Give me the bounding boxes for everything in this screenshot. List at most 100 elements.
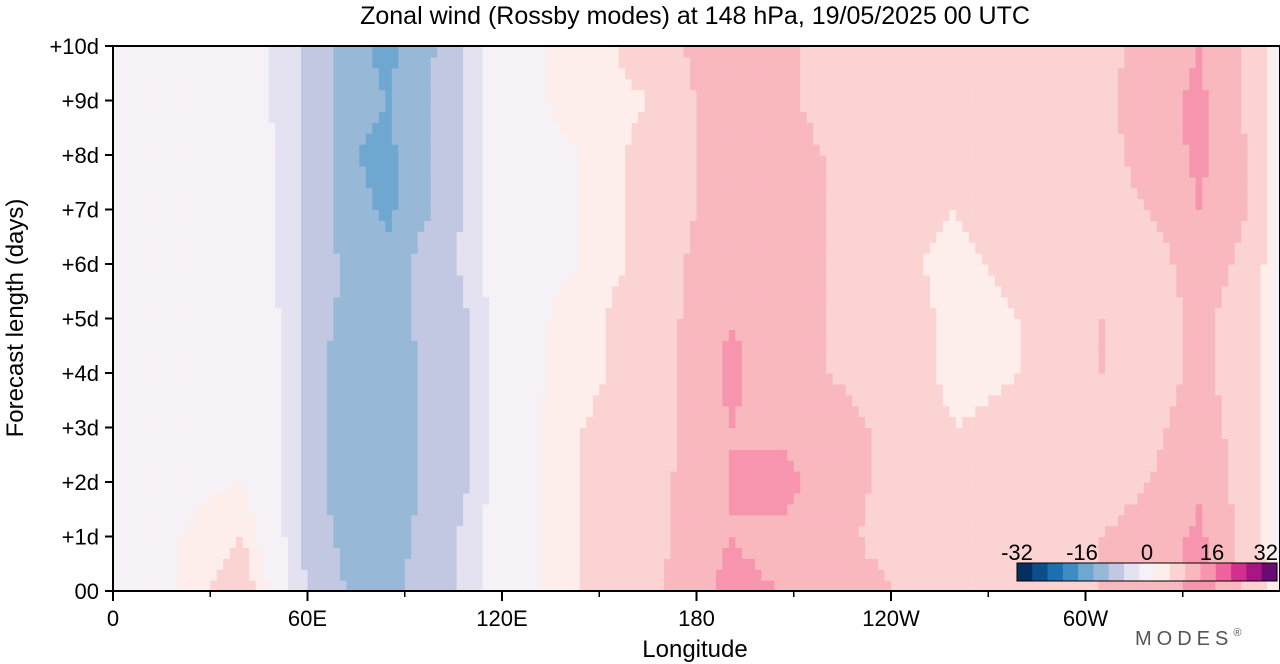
heatmap-cell xyxy=(1046,362,1054,374)
heatmap-cell xyxy=(417,547,425,559)
heatmap-cell xyxy=(644,482,652,494)
heatmap-cell xyxy=(910,460,918,472)
heatmap-cell xyxy=(203,285,211,298)
heatmap-cell xyxy=(216,547,224,559)
heatmap-cell xyxy=(495,525,503,538)
heatmap-cell xyxy=(125,482,134,494)
heatmap-cell xyxy=(1273,492,1280,505)
heatmap-cell xyxy=(125,438,134,450)
heatmap-cell xyxy=(787,362,795,374)
heatmap-cell xyxy=(404,438,412,450)
heatmap-cell xyxy=(897,307,905,320)
heatmap-cell xyxy=(249,296,257,309)
heatmap-cell xyxy=(722,536,730,548)
heatmap-cell xyxy=(929,514,937,527)
heatmap-cell xyxy=(1014,514,1022,527)
heatmap-cell xyxy=(566,438,574,450)
heatmap-cell xyxy=(735,580,743,592)
heatmap-cell xyxy=(190,416,198,429)
heatmap-cell xyxy=(1195,329,1203,341)
heatmap-cell xyxy=(826,547,834,559)
heatmap-cell xyxy=(780,329,788,341)
heatmap-cell xyxy=(288,569,296,581)
heatmap-cell xyxy=(994,514,1002,527)
heatmap-cell xyxy=(476,340,484,352)
heatmap-cell xyxy=(1182,318,1190,330)
heatmap-cell xyxy=(1091,296,1100,309)
heatmap-cell xyxy=(1247,340,1255,352)
heatmap-cell xyxy=(1007,340,1015,352)
heatmap-cell xyxy=(132,460,140,472)
heatmap-cell xyxy=(547,492,555,505)
heatmap-cell xyxy=(158,373,166,385)
heatmap-cell xyxy=(307,351,315,363)
heatmap-cell xyxy=(164,558,172,570)
heatmap-cell xyxy=(670,547,678,559)
heatmap-cell xyxy=(1169,427,1177,439)
heatmap-cell xyxy=(819,427,827,439)
heatmap-cell xyxy=(508,285,516,298)
heatmap-cell xyxy=(1001,471,1009,483)
heatmap-cell xyxy=(612,580,620,592)
heatmap-cell xyxy=(748,362,756,374)
heatmap-cell xyxy=(1137,525,1145,538)
heatmap-cell xyxy=(690,569,698,581)
heatmap-cell xyxy=(1247,492,1255,505)
heatmap-cell xyxy=(171,449,179,461)
heatmap-cell xyxy=(197,427,205,439)
heatmap-cell xyxy=(469,580,477,592)
heatmap-cell xyxy=(955,503,963,516)
heatmap-cell xyxy=(975,503,983,516)
heatmap-cell xyxy=(450,536,458,548)
heatmap-cell xyxy=(1247,525,1255,538)
heatmap-cell xyxy=(832,416,840,429)
heatmap-cell xyxy=(476,525,484,538)
heatmap-cell xyxy=(236,471,244,483)
heatmap-cell xyxy=(326,514,335,527)
heatmap-cell xyxy=(1027,438,1035,450)
heatmap-cell xyxy=(398,329,406,341)
heatmap-cell xyxy=(514,503,523,516)
heatmap-cell xyxy=(981,307,989,320)
heatmap-cell xyxy=(313,482,322,494)
heatmap-cell xyxy=(780,503,788,516)
heatmap-cell xyxy=(125,569,134,581)
heatmap-cell xyxy=(865,471,873,483)
heatmap-cell xyxy=(1053,318,1061,330)
heatmap-cell xyxy=(949,416,957,429)
heatmap-cell xyxy=(1079,503,1087,516)
heatmap-cell xyxy=(411,536,419,548)
heatmap-cell xyxy=(313,394,322,407)
heatmap-cell xyxy=(929,329,937,341)
heatmap-cell xyxy=(417,373,425,385)
heatmap-cell xyxy=(1143,340,1151,352)
heatmap-cell xyxy=(138,383,147,396)
heatmap-cell xyxy=(352,373,360,385)
heatmap-cell xyxy=(962,569,970,581)
heatmap-cell xyxy=(119,373,127,385)
heatmap-cell xyxy=(1091,482,1100,494)
heatmap-cell xyxy=(164,438,172,450)
heatmap-cell xyxy=(715,536,724,548)
heatmap-cell xyxy=(1085,525,1093,538)
heatmap-cell xyxy=(177,460,185,472)
heatmap-cell xyxy=(774,514,782,527)
heatmap-cell xyxy=(281,569,289,581)
heatmap-cell xyxy=(385,569,393,581)
heatmap-cell xyxy=(573,394,581,407)
heatmap-cell xyxy=(145,460,153,472)
heatmap-cell xyxy=(910,351,918,363)
heatmap-cell xyxy=(657,558,665,570)
heatmap-cell xyxy=(502,307,510,320)
heatmap-cell xyxy=(495,482,503,494)
heatmap-cell xyxy=(1247,580,1255,592)
heatmap-cell xyxy=(320,416,328,429)
heatmap-cell xyxy=(339,296,347,309)
heatmap-cell xyxy=(1234,405,1242,418)
heatmap-cell xyxy=(216,569,224,581)
heatmap-cell xyxy=(411,307,419,320)
heatmap-cell xyxy=(482,394,490,407)
heatmap-cell xyxy=(962,296,970,309)
heatmap-cell xyxy=(1208,340,1216,352)
heatmap-cell xyxy=(916,427,925,439)
